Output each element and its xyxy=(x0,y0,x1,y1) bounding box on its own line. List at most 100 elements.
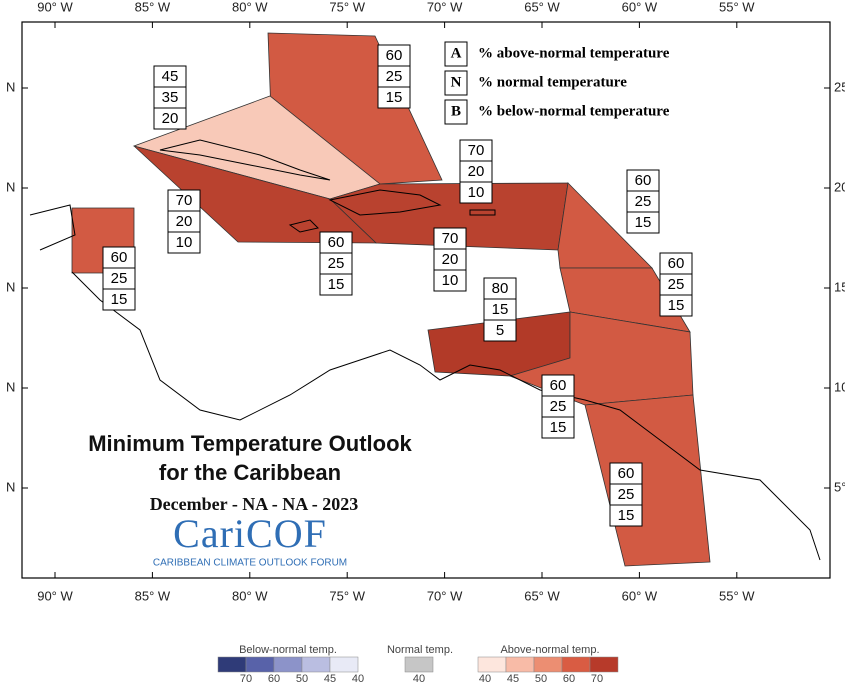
lon-label: 60° W xyxy=(622,588,658,603)
colorbar-title: Above-normal temp. xyxy=(500,644,599,656)
prob-below: 10 xyxy=(442,272,459,289)
prob-below: 15 xyxy=(618,507,635,524)
lat-label: 20° xyxy=(834,179,845,194)
prob-box xyxy=(659,294,693,317)
key-letter: A xyxy=(451,45,462,61)
lat-label: N xyxy=(6,379,15,394)
lon-label: 90° W xyxy=(37,0,73,14)
prob-above: 70 xyxy=(176,192,193,209)
prob-below: 15 xyxy=(668,297,685,314)
key-box xyxy=(444,70,468,96)
lat-label: 15° xyxy=(834,279,845,294)
lon-label: 75° W xyxy=(329,0,365,14)
prob-above: 80 xyxy=(492,280,509,297)
prob-box xyxy=(167,231,201,254)
lon-label: 80° W xyxy=(232,588,268,603)
lat-label: 5° xyxy=(834,479,845,494)
colorbar-swatch xyxy=(561,656,591,673)
lat-label: N xyxy=(6,179,15,194)
prob-box xyxy=(433,269,467,292)
prob-above: 60 xyxy=(328,234,345,251)
prob-box xyxy=(609,504,643,527)
colorbar-swatch xyxy=(245,656,275,673)
prob-above: 60 xyxy=(618,465,635,482)
prob-normal: 25 xyxy=(618,486,635,503)
prob-above: 70 xyxy=(442,230,459,247)
prob-normal: 25 xyxy=(668,276,685,293)
colorbar-swatch xyxy=(477,656,507,673)
prob-below: 20 xyxy=(162,110,179,127)
prob-above: 60 xyxy=(668,255,685,272)
key-box xyxy=(444,99,468,125)
colorbar-label: 50 xyxy=(535,673,547,684)
prob-below: 15 xyxy=(635,214,652,231)
colorbar-label: 45 xyxy=(507,673,519,684)
colorbar-title: Normal temp. xyxy=(387,644,453,656)
map-frame xyxy=(21,21,831,579)
prob-box xyxy=(459,181,493,204)
colorbar-swatch xyxy=(301,656,331,673)
colorbar-swatch xyxy=(404,656,434,673)
prob-below: 15 xyxy=(328,276,345,293)
prob-normal: 25 xyxy=(386,68,403,85)
prob-normal: 25 xyxy=(635,193,652,210)
colorbar-label: 60 xyxy=(563,673,575,684)
lat-label: 25° xyxy=(834,79,845,94)
lon-label: 75° W xyxy=(329,588,365,603)
prob-box xyxy=(153,107,187,130)
region xyxy=(133,145,378,244)
lat-label: 10° xyxy=(834,379,845,394)
colorbar-label: 40 xyxy=(413,673,425,684)
prob-below: 15 xyxy=(386,89,403,106)
prob-above: 45 xyxy=(162,68,179,85)
lon-label: 90° W xyxy=(37,588,73,603)
prob-box xyxy=(541,416,575,439)
lat-label: N xyxy=(6,479,15,494)
prob-below: 15 xyxy=(111,291,128,308)
lat-label: N xyxy=(6,79,15,94)
prob-above: 60 xyxy=(111,249,128,266)
prob-box xyxy=(483,319,517,342)
prob-below: 5 xyxy=(496,322,504,339)
key-letter: N xyxy=(451,74,462,90)
colorbar-swatch xyxy=(273,656,303,673)
logo: CariCOF xyxy=(173,511,327,556)
colorbar-title: Below-normal temp. xyxy=(239,644,337,656)
colorbar-swatch xyxy=(533,656,563,673)
lon-label: 65° W xyxy=(524,0,560,14)
key-letter: B xyxy=(451,103,461,119)
lon-label: 70° W xyxy=(427,588,463,603)
lon-label: 55° W xyxy=(719,588,755,603)
prob-box xyxy=(102,288,136,311)
prob-below: 10 xyxy=(176,234,193,251)
prob-above: 60 xyxy=(635,172,652,189)
lon-label: 85° W xyxy=(135,0,171,14)
prob-normal: 35 xyxy=(162,89,179,106)
title: Minimum Temperature Outlook xyxy=(88,431,412,456)
key-text: % below-normal temperature xyxy=(478,103,670,119)
prob-normal: 25 xyxy=(328,255,345,272)
colorbar-label: 70 xyxy=(240,673,252,684)
prob-normal: 20 xyxy=(468,163,485,180)
colorbar-swatch xyxy=(589,656,619,673)
lon-label: 55° W xyxy=(719,0,755,14)
period: December - NA - NA - 2023 xyxy=(150,494,359,514)
prob-normal: 25 xyxy=(550,398,567,415)
key-box xyxy=(444,41,468,67)
prob-above: 60 xyxy=(386,47,403,64)
prob-normal: 25 xyxy=(111,270,128,287)
key-text: % above-normal temperature xyxy=(478,45,670,61)
colorbar-label: 50 xyxy=(296,673,308,684)
lon-label: 85° W xyxy=(135,588,171,603)
regions xyxy=(71,32,711,567)
lon-label: 60° W xyxy=(622,0,658,14)
prob-box xyxy=(626,211,660,234)
prob-below: 15 xyxy=(550,419,567,436)
prob-box xyxy=(319,273,353,296)
prob-box xyxy=(377,86,411,109)
colorbar-swatch xyxy=(217,656,247,673)
lat-label: N xyxy=(6,279,15,294)
title: for the Caribbean xyxy=(159,460,341,485)
coastlines xyxy=(29,139,821,561)
